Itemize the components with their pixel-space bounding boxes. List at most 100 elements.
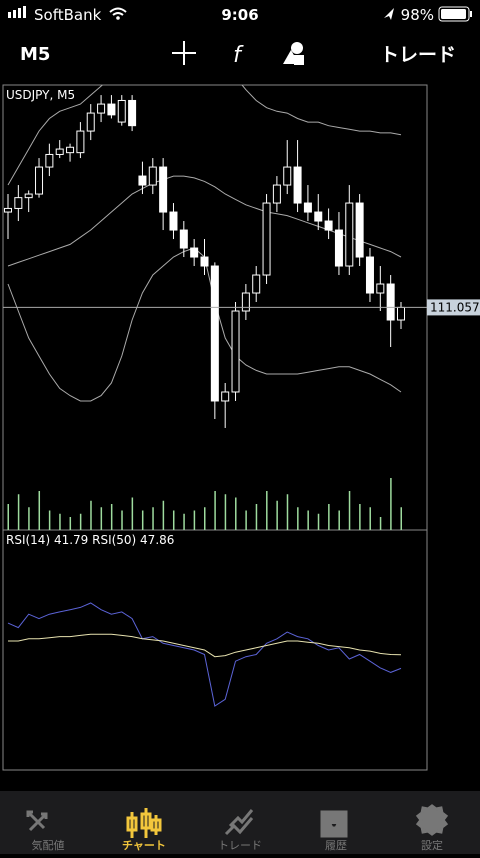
candle-body bbox=[334, 229, 343, 267]
volume-bar bbox=[193, 510, 196, 530]
volume-bar bbox=[379, 517, 382, 530]
candle-body bbox=[24, 193, 33, 199]
tab-icon bbox=[26, 810, 48, 832]
tab-icon bbox=[126, 808, 162, 838]
candle-body bbox=[397, 306, 405, 321]
current-price-box bbox=[427, 299, 480, 316]
candle-body bbox=[231, 310, 240, 393]
volume-bar bbox=[266, 491, 268, 530]
volume-bar bbox=[390, 478, 392, 530]
candle-body bbox=[190, 247, 199, 258]
candle-body bbox=[210, 265, 219, 402]
tab-label[interactable]: トレード bbox=[218, 839, 262, 852]
volume-bar bbox=[121, 510, 123, 530]
volume-bar bbox=[338, 510, 340, 530]
volume-bar bbox=[286, 494, 289, 530]
candle-body bbox=[76, 130, 85, 154]
candle-body bbox=[66, 146, 75, 154]
volume-bar bbox=[131, 497, 134, 530]
volume-bar bbox=[79, 513, 82, 530]
volume-bar bbox=[359, 504, 361, 530]
symbol-label: USDJPY, M5 bbox=[6, 88, 75, 102]
volume-bar bbox=[172, 510, 175, 530]
candle-body bbox=[303, 202, 312, 213]
candle-body bbox=[128, 99, 137, 127]
candle-body bbox=[324, 220, 333, 231]
volume-bar bbox=[307, 510, 309, 530]
candle-body bbox=[35, 166, 44, 195]
candle-body bbox=[355, 202, 364, 258]
candle-body bbox=[314, 211, 323, 222]
candle-body bbox=[107, 103, 116, 116]
volume-bar bbox=[297, 507, 299, 530]
candle-body bbox=[55, 148, 64, 155]
tab-label[interactable]: 履歴 bbox=[325, 839, 347, 852]
candle-body bbox=[376, 283, 385, 294]
candle-body bbox=[262, 202, 271, 276]
volume-bar bbox=[38, 491, 41, 530]
candle-body bbox=[345, 202, 354, 267]
volume-bar bbox=[328, 504, 330, 530]
volume-bar bbox=[17, 494, 20, 530]
indicator-button[interactable]: f bbox=[233, 43, 244, 68]
carrier: SoftBank bbox=[34, 6, 102, 24]
trade-button[interactable]: トレード bbox=[380, 44, 456, 66]
candle-body bbox=[148, 166, 157, 186]
candle-body bbox=[97, 103, 106, 114]
bollinger-upper bbox=[7, 85, 402, 186]
rsi50-line bbox=[8, 633, 402, 658]
volume-bar bbox=[183, 513, 185, 530]
candle-body bbox=[200, 256, 209, 267]
volume-bar bbox=[59, 513, 61, 530]
rsi14-line bbox=[7, 602, 402, 707]
candle-body bbox=[14, 197, 23, 209]
volume-bar bbox=[90, 500, 92, 530]
candle-body bbox=[386, 283, 395, 321]
volume-bar bbox=[400, 507, 402, 530]
candle-body bbox=[169, 211, 178, 231]
volume-bar bbox=[224, 494, 227, 530]
tab-label[interactable]: 設定 bbox=[421, 839, 443, 852]
volume-bar bbox=[348, 491, 351, 530]
candle-body bbox=[241, 292, 250, 312]
volume-bar bbox=[28, 507, 30, 530]
volume-bar bbox=[152, 507, 154, 530]
objects-button[interactable] bbox=[283, 42, 304, 65]
crosshair-button[interactable] bbox=[172, 41, 196, 65]
candle-body bbox=[293, 166, 302, 204]
volume-bar bbox=[48, 510, 51, 530]
tab-icon bbox=[224, 809, 254, 836]
candle-body bbox=[252, 274, 261, 294]
candle-body bbox=[86, 112, 95, 132]
candle-body bbox=[365, 256, 374, 294]
candle-body bbox=[159, 166, 168, 213]
tab-label[interactable]: チャート bbox=[122, 839, 166, 852]
candle-body bbox=[221, 391, 230, 402]
tab-icon bbox=[415, 804, 449, 836]
battery-text: 98% bbox=[401, 6, 434, 24]
rsi-label: RSI(14) 41.79 RSI(50) 47.86 bbox=[6, 533, 174, 547]
volume-bar bbox=[110, 504, 113, 530]
volume-bar bbox=[100, 507, 103, 530]
timeframe-button[interactable]: M5 bbox=[20, 44, 50, 65]
volume-bar bbox=[204, 507, 206, 530]
volume-bar bbox=[7, 504, 9, 530]
candle-body bbox=[283, 166, 292, 186]
volume-bar bbox=[276, 500, 278, 530]
candle-body bbox=[179, 229, 188, 249]
tab-label[interactable]: 気配値 bbox=[32, 838, 65, 852]
volume-bar bbox=[162, 500, 165, 530]
volume-bar bbox=[317, 513, 320, 530]
clock: 9:06 bbox=[221, 6, 258, 24]
volume-bar bbox=[141, 510, 144, 530]
volume-bar bbox=[69, 517, 72, 530]
current-price-label: 111.057 bbox=[430, 300, 480, 314]
volume-bar bbox=[255, 504, 258, 530]
candle-body bbox=[45, 153, 54, 168]
tab-icon bbox=[320, 810, 348, 838]
volume-bar bbox=[369, 507, 371, 530]
volume-bar bbox=[235, 497, 237, 530]
candle-body bbox=[117, 99, 126, 123]
